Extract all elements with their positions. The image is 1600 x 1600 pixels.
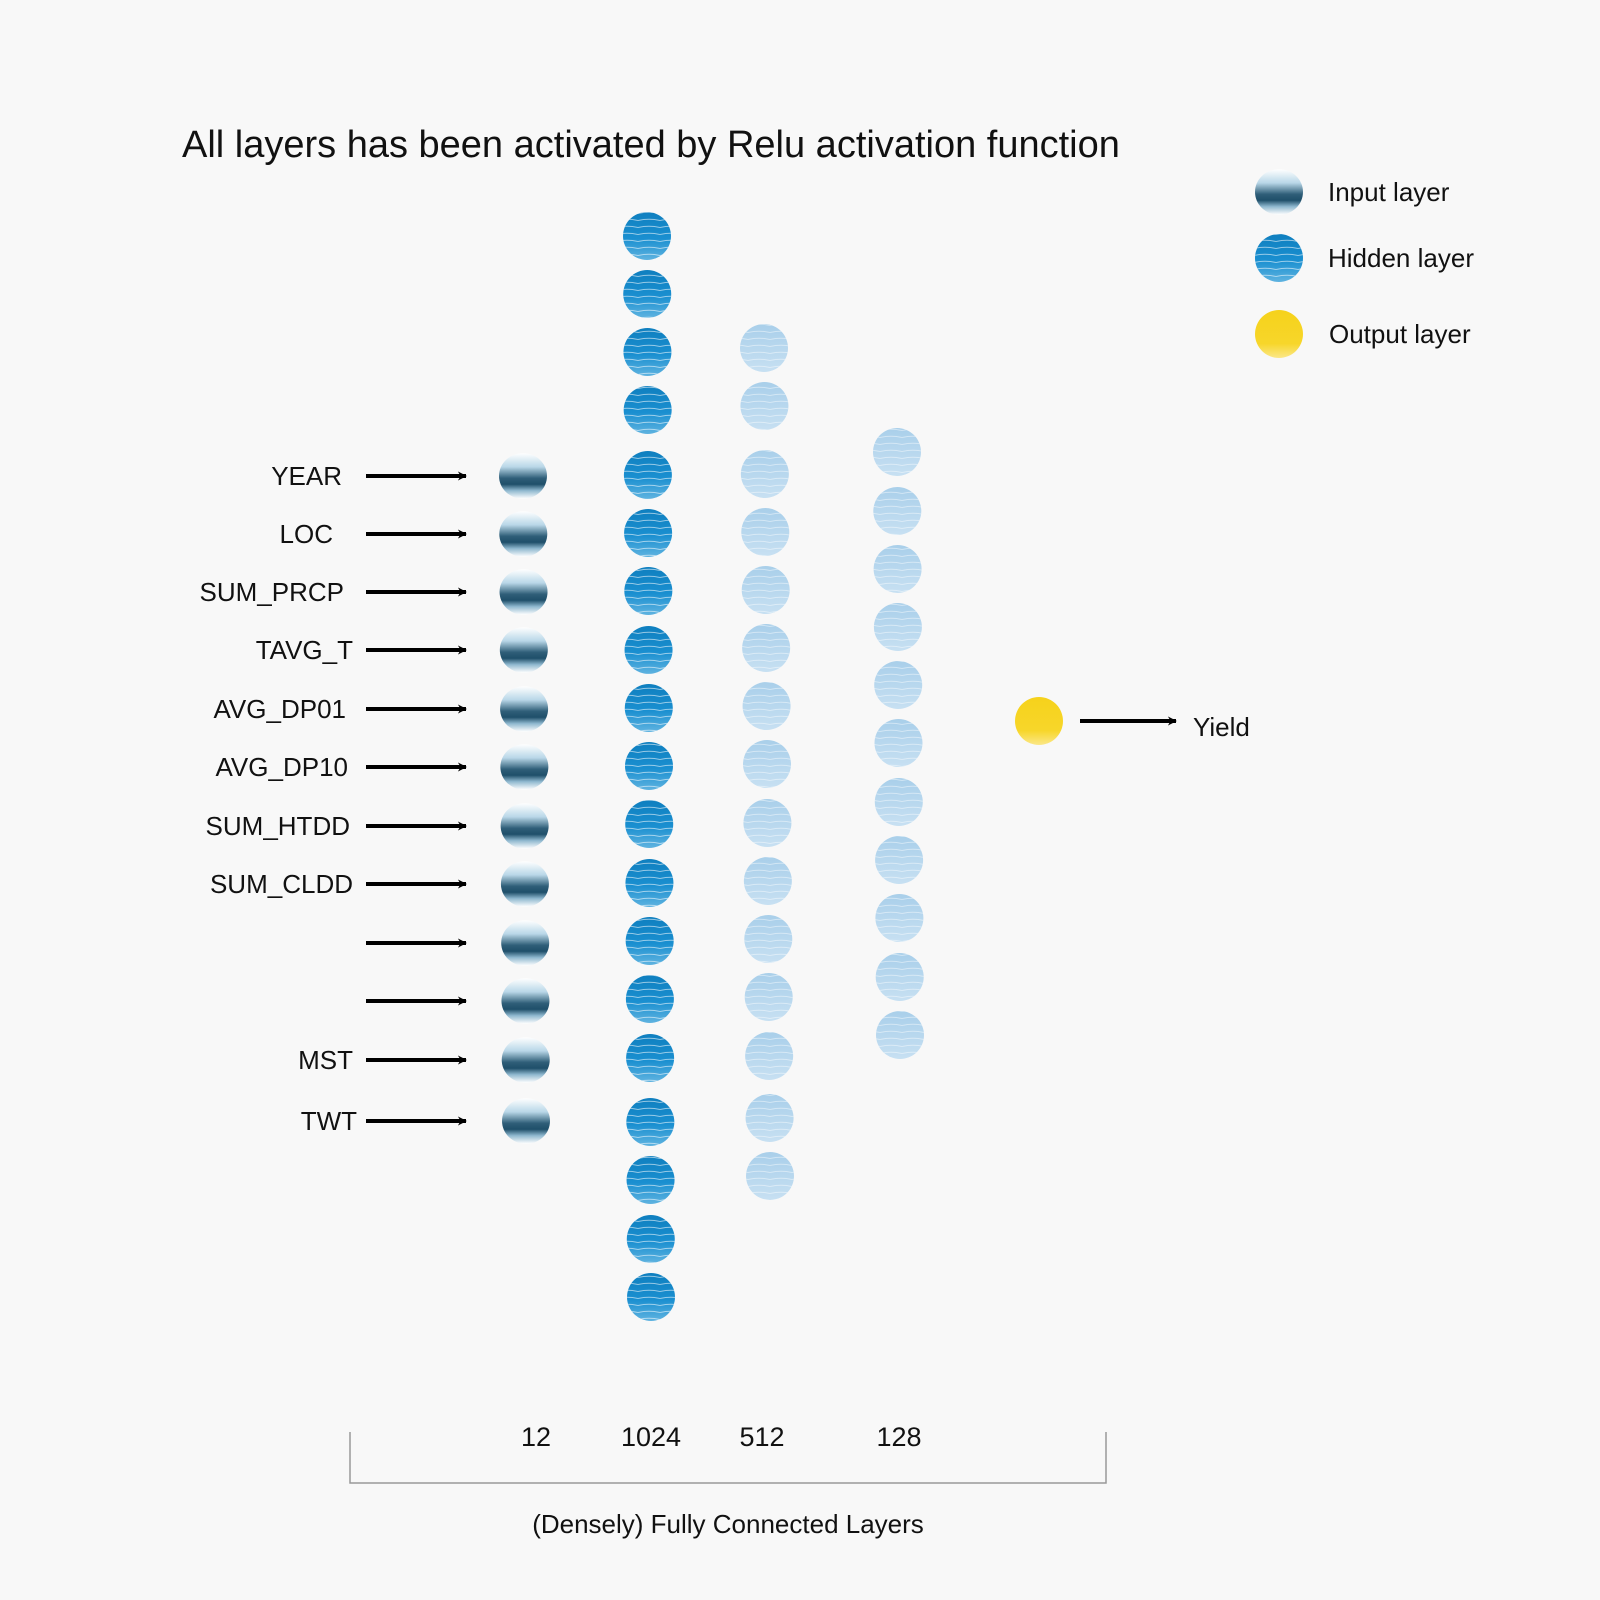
layer-2-node [624,684,673,732]
layer-4-node [876,1011,924,1059]
input-label: AVG_DP10 [216,752,348,782]
layer-3-node [740,324,788,372]
legend-output-label: Output layer [1329,319,1471,349]
layer-2-node [627,1273,675,1321]
layer-3-node [742,624,791,672]
layer-2-node [623,386,672,434]
input-label: SUM_PRCP [200,577,344,607]
input-label: TWT [301,1106,357,1136]
layer-1-node [502,1098,550,1144]
layer-3-node [741,566,790,614]
diagram-title: All layers has been activated by Relu ac… [182,124,1120,166]
layer-1-node [499,511,548,557]
layer-4-node [875,894,924,942]
layer-1-node [499,569,548,615]
layer-4-node [873,545,922,593]
input-label: AVG_DP01 [214,694,346,724]
layer-1-node [500,803,549,849]
layer-4-node [873,603,922,651]
layer-1-node [501,978,550,1024]
layer-unit-counts: 12 1024 512 128 [521,1422,922,1452]
layer-2-node [625,742,673,790]
layer-2-node [625,859,674,907]
input-label: MST [298,1045,353,1075]
legend-hidden-swatch [1255,234,1303,282]
layer-3-node [740,382,789,430]
output-label: Yield [1193,712,1250,742]
legend-hidden-label: Hidden layer [1328,243,1474,273]
layer-1-node [499,453,547,499]
layer-2-node [623,328,672,376]
layer-1-node [500,861,549,907]
layer-1-node [499,627,548,673]
layer-2-node [626,1034,675,1082]
layer-3-node [744,915,793,963]
output-node [1015,697,1063,745]
layer-2-units: 1024 [621,1422,681,1452]
layer-4-node [875,953,924,1001]
input-label: YEAR [271,461,342,491]
layer-1-node [500,686,549,732]
layer-2-node [623,212,671,260]
input-arrows [366,471,467,1126]
legend: Input layer Hidden layer Output layer [1255,169,1474,358]
layer-4-node [874,778,923,826]
layer-1-node [501,1037,550,1083]
layer-2-node [623,270,672,318]
legend-output-swatch [1255,310,1303,358]
input-labels: YEAR LOC SUM_PRCP TAVG_T AVG_DP01 AVG_DP10 SUM… [200,461,358,1136]
layer-3-node [745,1032,794,1080]
legend-input-label: Input layer [1328,177,1450,207]
layer-2-node [625,917,674,965]
layer-3-node [746,1152,794,1200]
layer-4-node [874,719,923,767]
layer-2-node [626,1156,675,1204]
network-nodes [499,212,924,1321]
layer-2-node [624,509,673,557]
input-label: LOC [280,519,333,549]
layers-bracket [349,1432,1107,1484]
layer-4-node [873,428,921,476]
layer-2-node [623,451,672,499]
layer-3-node [743,857,792,905]
input-label: SUM_CLDD [210,869,353,899]
layer-2-node [626,1098,675,1146]
layer-3-node [742,682,791,730]
layer-2-node [626,1215,675,1263]
legend-input-swatch [1255,169,1303,215]
layer-4-node [873,487,922,535]
layer-4-units: 128 [876,1422,921,1452]
input-label: TAVG_T [256,635,353,665]
layer-3-node [745,1094,794,1142]
layer-4-node [874,661,923,709]
footer-label: (Densely) Fully Connected Layers [532,1509,924,1539]
layer-3-units: 512 [739,1422,784,1452]
layer-1-node [501,920,550,966]
layer-2-node [625,975,674,1023]
layer-3-node [741,508,790,556]
layer-1-node [500,744,549,790]
layer-2-node [625,800,674,848]
layer-3-node [743,799,792,847]
input-label: SUM_HTDD [206,811,350,841]
layer-3-node [743,740,791,788]
layer-1-units: 12 [521,1422,551,1452]
layer-3-node [740,450,789,498]
layer-3-node [744,973,793,1021]
layer-4-node [875,836,924,884]
output-group: Yield [1015,697,1250,745]
layer-2-node [624,567,673,615]
layer-2-node [624,626,673,674]
